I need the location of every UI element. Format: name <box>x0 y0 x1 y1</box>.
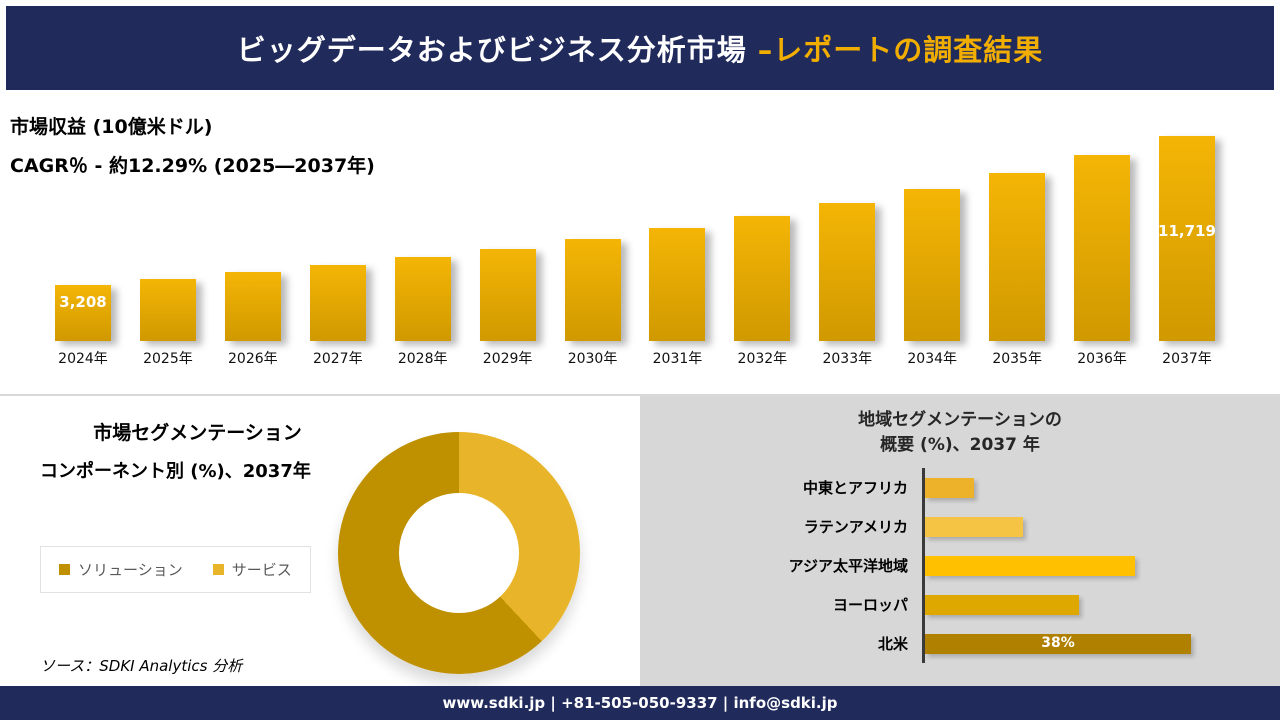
revenue-bar-column: 2030年 <box>564 239 621 368</box>
regional-bar <box>925 555 1135 576</box>
regional-bar <box>925 516 1023 537</box>
revenue-bar <box>224 272 281 341</box>
bar-category-label: 2037年 <box>1162 351 1212 367</box>
regional-row: ラテンアメリカ <box>660 507 1262 546</box>
bar-data-label: 11,719 <box>1158 222 1216 240</box>
revenue-bar <box>989 173 1046 341</box>
revenue-bar <box>734 216 791 341</box>
bar-category-label: 2030年 <box>567 351 618 367</box>
bar-category-label: 2031年 <box>652 351 703 367</box>
revenue-bar <box>904 189 961 341</box>
revenue-bar-column: 2035年 <box>989 173 1046 368</box>
bar-category-label: 2032年 <box>737 351 788 367</box>
revenue-bar-column: 2026年 <box>224 272 281 368</box>
bar-category-label: 2028年 <box>397 351 448 367</box>
regional-category-label: ヨーロッパ <box>832 596 908 614</box>
bar-category-label: 2027年 <box>312 351 363 367</box>
regional-bar: 38% <box>925 633 1191 654</box>
revenue-bar-column: 2034年 <box>904 189 961 368</box>
regional-title-line1: 地域セグメンテーションの <box>858 410 1062 430</box>
revenue-bar-column: 2025年 <box>139 279 196 368</box>
legend-item: ソリューション <box>59 559 183 580</box>
regional-category-label: ラテンアメリカ <box>803 518 908 536</box>
header-banner: ビッグデータおよびビジネス分析市場 –レポートの調査結果 <box>6 6 1274 90</box>
revenue-bar: 11,719 <box>1158 136 1216 341</box>
revenue-bar <box>819 203 876 341</box>
revenue-bar <box>139 279 196 341</box>
bar-category-label: 2035年 <box>992 351 1042 367</box>
segmentation-titles: 市場セグメンテーション コンポーネント別 (%)、2037年 <box>40 418 355 483</box>
regional-row: ヨーロッパ <box>660 585 1262 624</box>
regional-bar-area <box>922 468 1262 507</box>
footer-contact-text: www.sdki.jp | +81-505-050-9337 | info@sd… <box>442 694 838 712</box>
donut-legend: ソリューション サービス <box>40 546 311 593</box>
regional-row: アジア太平洋地域 <box>660 546 1262 585</box>
legend-marker <box>212 564 224 575</box>
bar-category-label: 2036年 <box>1077 351 1127 367</box>
segmentation-title-line1: 市場セグメンテーション <box>93 422 302 444</box>
revenue-bar-column: 2027年 <box>309 265 366 368</box>
footer-banner: www.sdki.jp | +81-505-050-9337 | info@sd… <box>0 686 1280 720</box>
bar-category-label: 2034年 <box>907 351 958 367</box>
revenue-bar-column: 2033年 <box>819 203 876 368</box>
cagr-label: CAGR％ - 約12.29% (2025―2037年) <box>10 155 375 177</box>
revenue-bar <box>649 228 706 341</box>
revenue-bar-column: 11,719 2037年 <box>1158 136 1216 368</box>
source-attribution: ソース：SDKI Analytics 分析 <box>40 657 243 675</box>
legend-marker <box>59 564 70 575</box>
bar-data-label: 38% <box>1041 634 1075 651</box>
regional-bar <box>925 477 974 498</box>
bar-category-label: 2026年 <box>228 351 278 367</box>
bar-category-label: 2029年 <box>482 351 533 367</box>
regional-title-line2: 概要 (%)、2037 年 <box>880 434 1040 455</box>
page-title-accent: –レポートの調査結果 <box>746 33 1044 67</box>
regional-titles: 地域セグメンテーションの 概要 (%)、2037 年 <box>640 408 1280 457</box>
revenue-bar <box>309 265 366 341</box>
bottom-section: 市場セグメンテーション コンポーネント別 (%)、2037年 ソリューション サー… <box>0 394 1280 686</box>
revenue-bar-column: 3,208 2024年 <box>55 285 111 368</box>
revenue-bar-column: 2031年 <box>649 228 706 368</box>
bar-category-label: 2025年 <box>143 351 193 367</box>
page-title: ビッグデータおよびビジネス分析市場 –レポートの調査結果 <box>237 27 1044 69</box>
component-donut-chart <box>338 432 580 674</box>
legend-item: サービス <box>212 559 292 580</box>
revenue-section: 市場収益 (10億米ドル) CAGR％ - 約12.29% (2025―2037… <box>0 96 1280 394</box>
regional-category-label: 北米 <box>877 635 908 653</box>
segmentation-title-line2: コンポーネント別 (%)、2037年 <box>40 461 311 482</box>
legend-label: ソリューション <box>78 561 183 579</box>
revenue-bar-column: 2029年 <box>479 249 536 368</box>
regional-bar-chart: 中東とアフリカ ラテンアメリカアジア太平洋地域ヨーロッパ北米 38% <box>660 468 1262 663</box>
legend-label: サービス <box>231 561 292 579</box>
revenue-bar <box>1074 155 1131 341</box>
bar-data-label: 3,208 <box>59 293 107 311</box>
regional-category-label: アジア太平洋地域 <box>788 557 908 575</box>
regional-bar-area <box>922 585 1262 624</box>
regional-bar-area <box>922 546 1262 585</box>
revenue-labels: 市場収益 (10億米ドル) CAGR％ - 約12.29% (2025―2037… <box>10 112 375 178</box>
regional-row: 中東とアフリカ <box>660 468 1262 507</box>
regional-bar-area <box>922 507 1262 546</box>
page-title-main: ビッグデータおよびビジネス分析市場 <box>236 33 747 67</box>
revenue-bar-column: 2032年 <box>734 216 791 368</box>
revenue-bar-column: 2028年 <box>394 257 451 368</box>
revenue-axis-title: 市場収益 (10億米ドル) <box>10 116 213 138</box>
regional-category-label: 中東とアフリカ <box>802 479 908 497</box>
revenue-bar: 3,208 <box>55 285 111 341</box>
segmentation-panel: 市場セグメンテーション コンポーネント別 (%)、2037年 ソリューション サー… <box>0 396 640 686</box>
bar-category-label: 2033年 <box>822 351 873 367</box>
regional-row: 北米 38% <box>660 624 1262 663</box>
regional-bar-area: 38% <box>922 624 1262 663</box>
bar-category-label: 2024年 <box>58 351 108 367</box>
revenue-bar <box>479 249 536 341</box>
regional-bar <box>925 594 1079 615</box>
regional-panel: 地域セグメンテーションの 概要 (%)、2037 年 中東とアフリカ ラテンアメリ… <box>640 396 1280 686</box>
revenue-bar-column: 2036年 <box>1074 155 1131 368</box>
revenue-bar <box>564 239 621 341</box>
revenue-bar <box>394 257 451 341</box>
revenue-column-chart: 3,208 2024年 2025年 2026年 2027年 2028年 2029年 2030年… <box>55 118 1216 368</box>
